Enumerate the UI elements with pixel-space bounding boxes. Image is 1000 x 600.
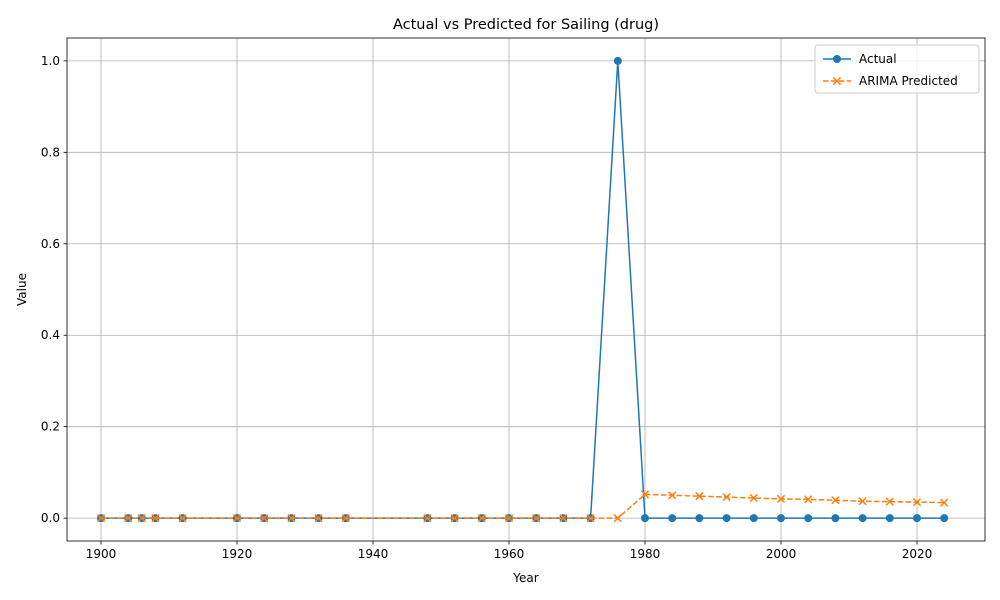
data-point [831,496,840,505]
data-point [777,514,785,523]
axis-ticks: 1900 1920 1940 1960 1980 2000 2020 0.0 0.2 0.4 0.6… [41,54,932,561]
series-arima-predicted [96,490,949,523]
data-point [232,514,242,523]
x-axis-title: Year [512,571,538,585]
y-tick-label: 0.2 [41,420,60,434]
y-tick-label: 0.4 [41,328,60,342]
x-tick-label: 2000 [766,547,797,561]
data-point [749,493,758,503]
data-point [178,514,187,523]
x-tick-label: 1900 [86,547,117,561]
data-point [260,514,269,523]
data-point [940,514,949,523]
legend-box [814,44,980,94]
legend-label: Actual [859,52,897,66]
data-point [940,498,949,507]
series-area [96,56,949,523]
data-point [450,514,459,523]
data-point [668,514,677,523]
data-point [885,497,894,506]
x-tick-label: 1980 [630,547,661,561]
data-point [341,514,350,523]
data-point [885,514,894,523]
data-point [912,498,922,507]
data-point [831,514,840,523]
plot-frame [66,37,986,542]
data-point [804,495,813,504]
data-point [532,514,541,523]
data-point [477,514,486,523]
data-point [423,514,432,523]
data-point [722,514,731,523]
data-point [613,56,622,65]
data-point [722,492,731,502]
y-tick-label: 1.0 [41,54,60,68]
series-line [101,493,945,519]
data-point [749,514,758,523]
y-tick-label: 0.0 [41,511,60,525]
y-tick-label: 0.6 [41,237,60,251]
data-point [124,514,133,523]
data-point [695,492,704,501]
data-point [314,514,323,523]
data-point [776,494,786,504]
legend-label: ARIMA Predicted [859,74,958,88]
data-point [613,514,622,523]
x-tick-label: 1940 [358,547,389,561]
data-point [913,514,921,523]
data-point [804,514,813,523]
y-tick-label: 0.8 [41,145,60,159]
data-point [287,514,296,523]
data-point [640,490,650,499]
x-tick-label: 1920 [222,547,253,561]
x-tick-label: 1960 [494,547,525,561]
data-point [695,514,704,523]
data-point [151,514,160,523]
data-point [668,491,677,500]
chart-title: Actual vs Predicted for Sailing (drug) [393,17,659,33]
x-tick-label: 2020 [902,547,933,561]
data-point [641,514,649,523]
legend: Actual ARIMA Predicted [814,44,980,94]
data-point [96,514,106,523]
data-point [504,514,514,523]
legend-marker [832,76,842,86]
data-point [559,514,568,523]
y-axis-title: Value [15,273,29,306]
data-point [858,497,867,506]
data-point [586,514,595,523]
legend-marker [833,55,841,63]
data-point [858,514,867,523]
data-point [137,514,146,523]
